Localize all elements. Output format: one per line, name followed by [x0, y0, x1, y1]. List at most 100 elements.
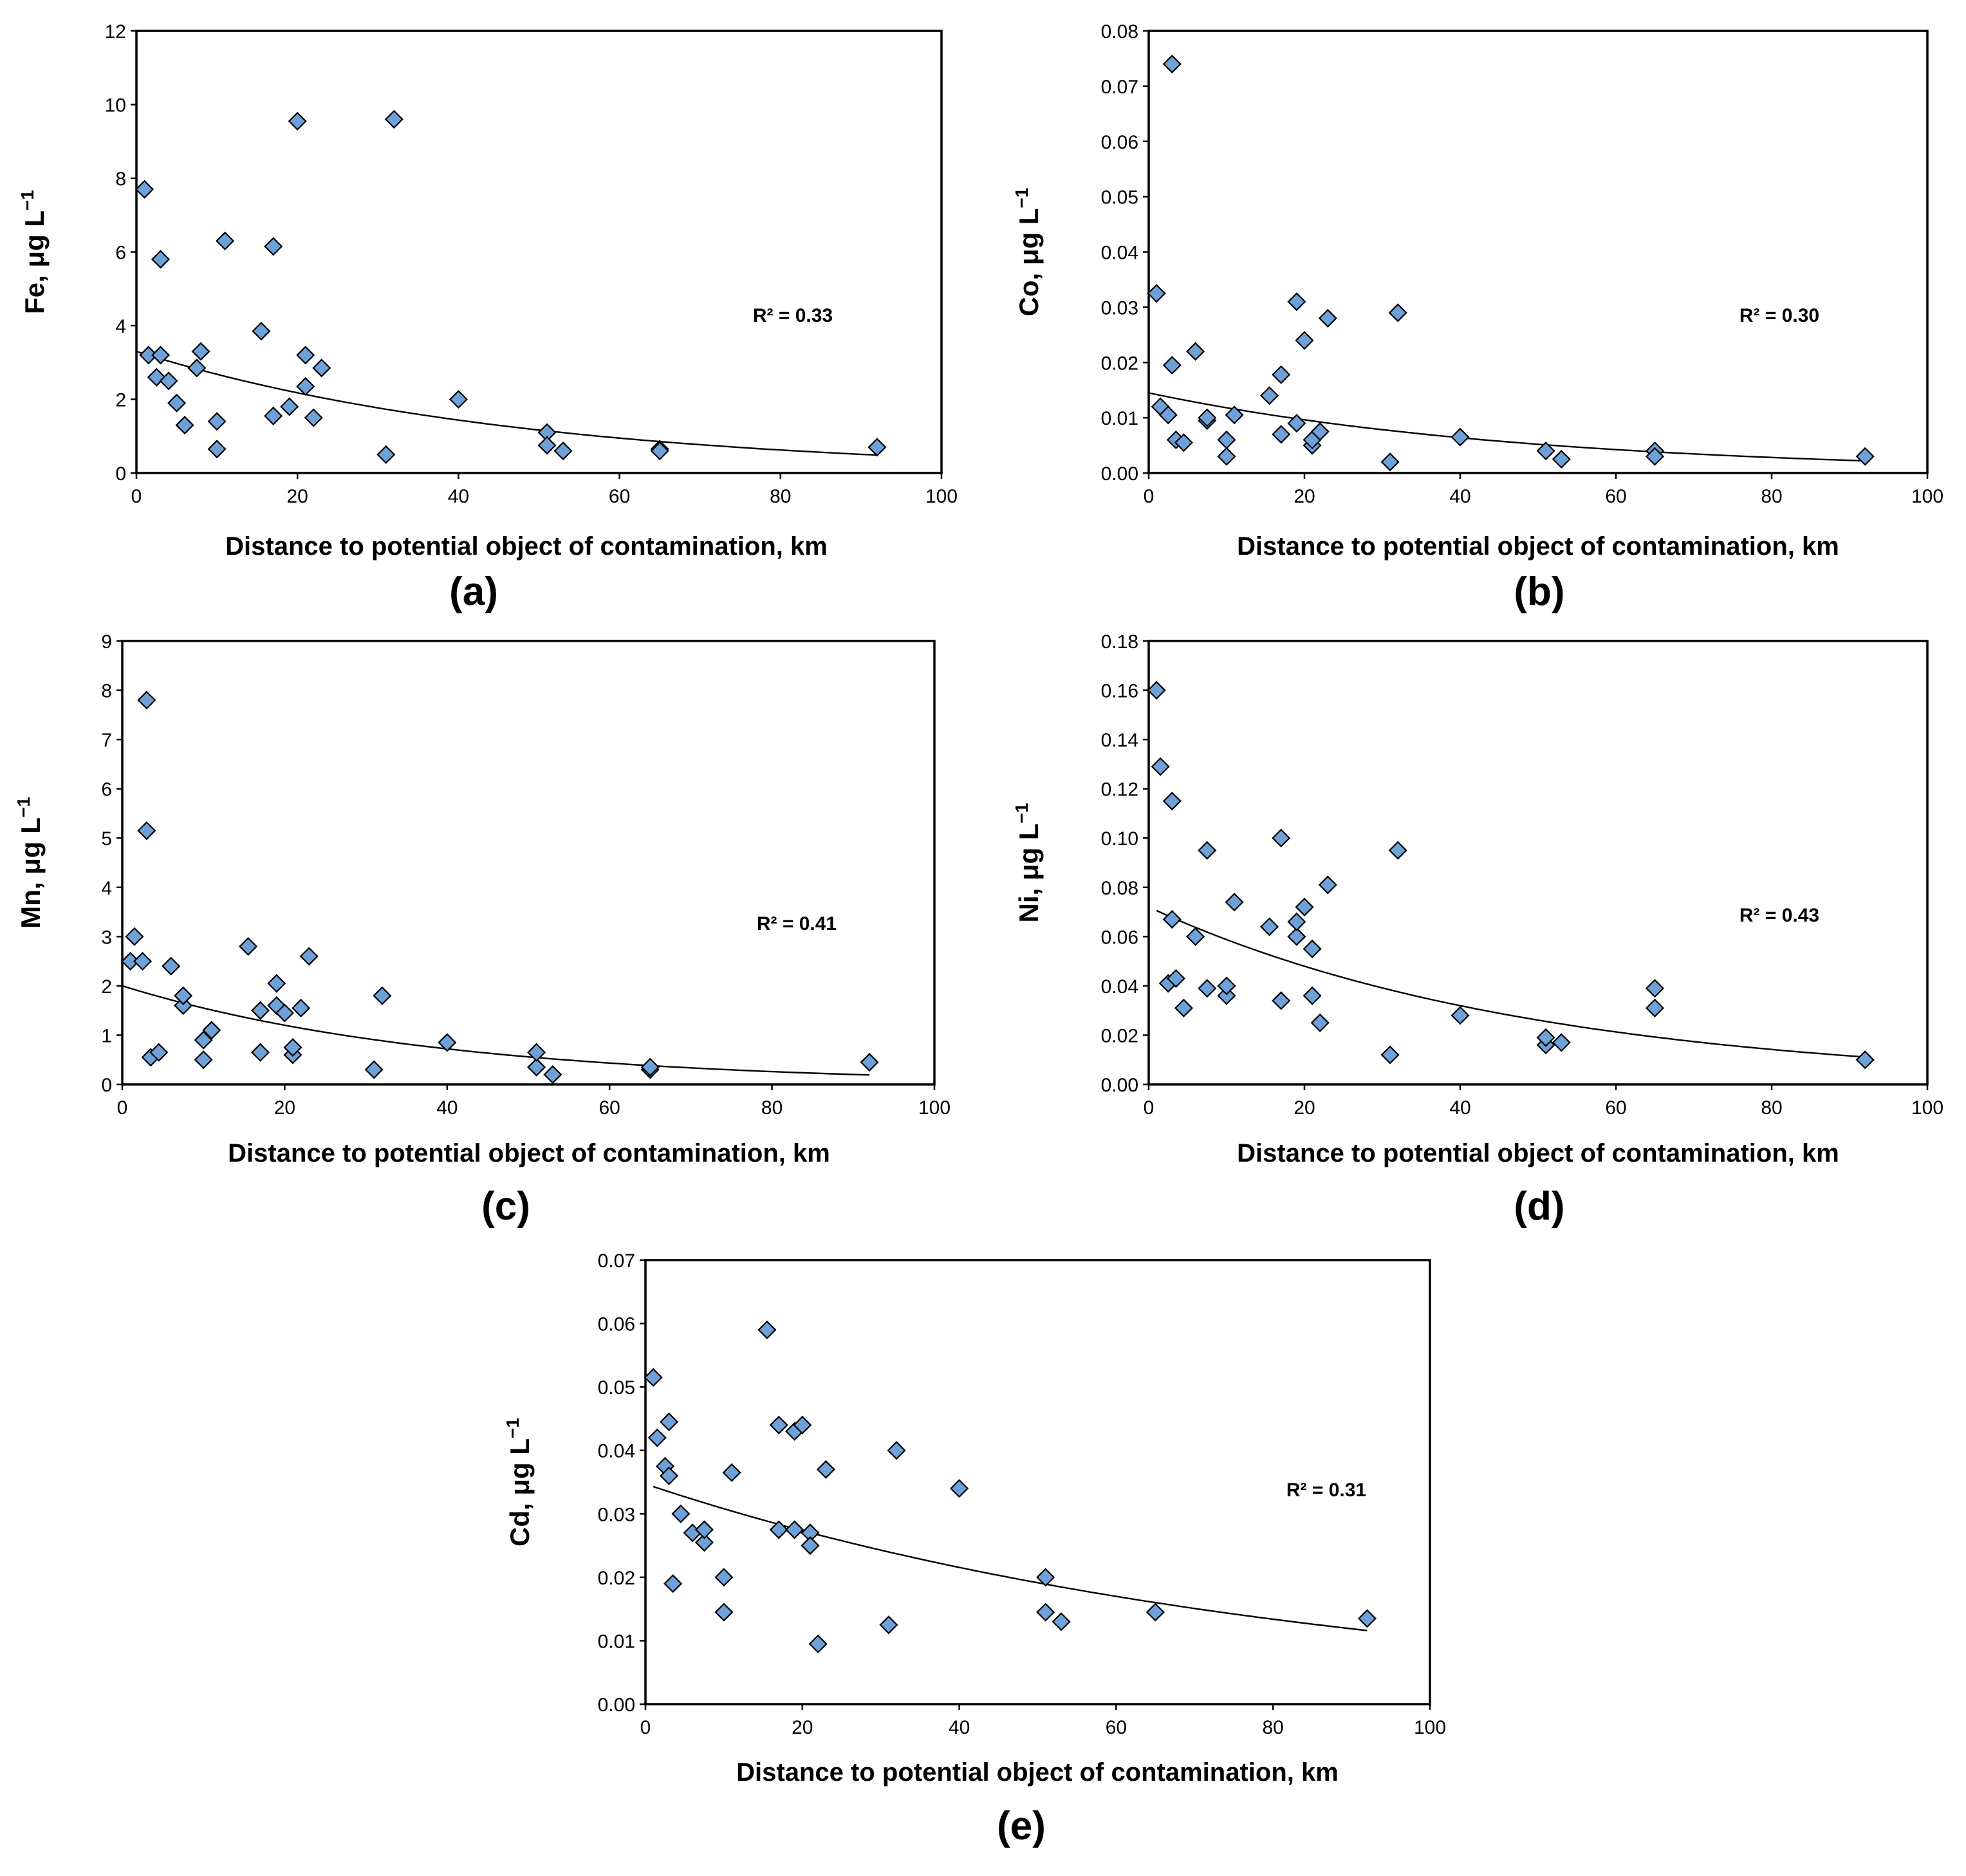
- y-tick-label: 0.06: [1101, 132, 1138, 153]
- r-squared-label: R² = 0.43: [1739, 905, 1819, 926]
- x-tick-label: 60: [609, 486, 630, 507]
- x-tick-label: 80: [1761, 486, 1782, 507]
- data-point: [757, 1320, 777, 1339]
- y-tick-label: 0: [115, 463, 126, 485]
- y-axis-element: Fe: [19, 283, 50, 314]
- y-axis-unit: , μg L: [1014, 208, 1044, 280]
- y-tick-label: 0.04: [1101, 243, 1138, 264]
- x-tick-label: 40: [448, 486, 469, 507]
- y-tick-label: 5: [101, 828, 112, 850]
- x-tick-label: 0: [117, 1097, 128, 1119]
- data-point: [207, 412, 227, 431]
- data-point: [1357, 1609, 1377, 1628]
- x-tick-label: 100: [1414, 1717, 1446, 1738]
- data-point: [671, 1504, 691, 1523]
- data-point: [1162, 54, 1182, 74]
- data-point: [537, 436, 557, 455]
- data-point: [167, 393, 187, 413]
- data-point: [663, 1574, 683, 1593]
- data-point: [1259, 917, 1279, 936]
- data-point: [296, 376, 315, 396]
- data-point: [1645, 998, 1665, 1017]
- data-point: [159, 371, 178, 391]
- x-tick-label: 40: [1449, 486, 1470, 507]
- x-tick-label: 0: [1144, 486, 1155, 507]
- data-point: [187, 358, 207, 378]
- x-tick-label: 80: [1761, 1097, 1782, 1119]
- panel-label: (c): [481, 1184, 530, 1229]
- data-point: [1855, 1050, 1875, 1070]
- x-tick-label: 20: [287, 486, 308, 507]
- x-tick-label: 40: [949, 1717, 970, 1738]
- data-point: [543, 1065, 562, 1084]
- data-point: [785, 1520, 804, 1539]
- chart-panel-a: 0 20 40 60 80 100 0 2 4 6 8 10 12 R² = 0.33 Distance t…: [17, 21, 958, 614]
- data-point: [264, 237, 283, 256]
- x-tick-label: 20: [1294, 486, 1315, 507]
- data-point: [1158, 405, 1178, 425]
- data-point: [364, 1060, 384, 1079]
- data-point: [660, 1412, 679, 1431]
- data-point: [1225, 405, 1244, 425]
- y-tick-label: 0: [101, 1075, 112, 1096]
- y-tick-label: 0.12: [1101, 779, 1138, 801]
- data-point: [1198, 408, 1217, 427]
- plot-area-frame: [1147, 30, 1929, 474]
- data-point: [137, 691, 156, 710]
- y-tick-label: 0.10: [1101, 828, 1138, 850]
- data-point: [644, 1368, 663, 1387]
- x-tick-label: 100: [1911, 486, 1943, 507]
- y-tick-label: 0.03: [598, 1504, 635, 1525]
- y-axis-label: Ni, μg L−1: [1012, 803, 1044, 923]
- y-axis-unit-superscript: −1: [503, 1418, 523, 1438]
- data-point: [640, 1057, 660, 1077]
- data-point: [1217, 447, 1236, 466]
- y-tick-label: 0.00: [1101, 463, 1138, 485]
- data-point: [1287, 912, 1306, 931]
- data-point: [207, 440, 227, 459]
- x-axis-label: Distance to potential object of contamin…: [228, 1139, 830, 1167]
- r-squared-label: R² = 0.31: [1286, 1480, 1366, 1501]
- data-point: [296, 346, 315, 365]
- data-point: [553, 441, 573, 461]
- data-point: [312, 358, 331, 378]
- data-point: [694, 1520, 714, 1539]
- y-tick-label: 2: [101, 976, 112, 998]
- data-point: [1162, 909, 1182, 929]
- x-tick-label: 0: [1144, 1097, 1155, 1119]
- y-tick-label: 4: [115, 316, 126, 337]
- x-tick-label: 60: [1605, 1097, 1626, 1119]
- data-point: [1174, 998, 1194, 1017]
- chart-panel-d: 0 20 40 60 80 100 0.00 0.02 0.04 0.06 0.08 0.10 0.12…: [1012, 631, 1943, 1229]
- data-point: [1645, 979, 1665, 998]
- data-point: [1451, 1006, 1470, 1025]
- data-point: [194, 1050, 213, 1070]
- y-tick-label: 10: [105, 95, 126, 116]
- data-point: [801, 1536, 820, 1556]
- plot-area-frame: [1147, 640, 1929, 1086]
- y-axis-unit: , μg L: [1014, 823, 1044, 895]
- data-point: [191, 342, 210, 361]
- trend-line: [136, 350, 877, 456]
- y-tick-label: 0.06: [598, 1314, 635, 1335]
- y-axis-unit: , μg L: [19, 210, 50, 283]
- data-point: [1162, 355, 1182, 375]
- data-point: [867, 438, 887, 457]
- data-point: [1388, 303, 1407, 322]
- y-tick-label: 0.00: [1101, 1075, 1138, 1096]
- data-point: [816, 1460, 835, 1479]
- data-point: [275, 1003, 294, 1023]
- data-point: [1536, 441, 1555, 461]
- data-point: [1295, 331, 1314, 350]
- chart-panel-e: 0 20 40 60 80 100 0.00 0.01 0.02 0.03 0.04 0.05 0.06…: [503, 1250, 1446, 1848]
- y-tick-label: 2: [115, 390, 126, 411]
- y-axis-element: Co: [1014, 280, 1044, 316]
- data-point: [527, 1057, 546, 1077]
- data-point: [1295, 897, 1314, 916]
- x-axis-label: Distance to potential object of contamin…: [1237, 532, 1839, 561]
- y-tick-label: 0.02: [598, 1568, 635, 1589]
- data-point: [1036, 1602, 1055, 1622]
- r-squared-label: R² = 0.41: [757, 913, 837, 934]
- plot-area-frame: [135, 30, 943, 474]
